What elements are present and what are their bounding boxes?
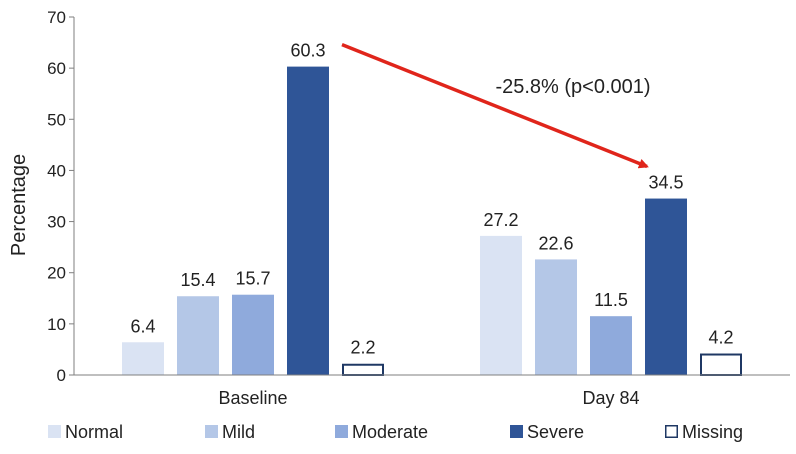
y-tick-label: 20 (47, 264, 66, 283)
y-tick-label: 40 (47, 161, 66, 180)
data-label: 27.2 (483, 210, 518, 230)
legend-label-mild: Mild (222, 422, 255, 442)
bar-severe-day-84 (645, 198, 687, 375)
bar-moderate-day-84 (590, 316, 632, 375)
data-label: 15.7 (235, 269, 270, 289)
data-label: 6.4 (130, 316, 155, 336)
data-label: 15.4 (180, 270, 215, 290)
bar-mild-day-84 (535, 259, 577, 375)
legend-label-normal: Normal (65, 422, 123, 442)
annotation: -25.8% (p<0.001) (341, 42, 651, 169)
data-label: 4.2 (708, 328, 733, 348)
y-axis-title: Percentage (8, 154, 30, 256)
y-axis: 0 10 20 30 40 50 60 70 (47, 8, 75, 385)
bar-missing-day-84 (700, 353, 742, 376)
data-label: 2.2 (350, 338, 375, 358)
y-tick-label: 10 (47, 315, 66, 334)
legend-label-severe: Severe (527, 422, 584, 442)
x-axis: Baseline Day 84 (74, 374, 790, 408)
trend-arrow (341, 42, 649, 169)
bar-mild-baseline (177, 296, 219, 375)
data-label: 22.6 (538, 233, 573, 253)
bar-moderate-baseline (232, 294, 274, 375)
legend-label-moderate: Moderate (352, 422, 428, 442)
legend-swatch-normal (48, 425, 61, 438)
data-label: 11.5 (594, 290, 628, 310)
legend: Normal Mild Moderate Severe Missing (48, 422, 743, 442)
x-tick-label: Day 84 (582, 388, 639, 408)
y-tick-label: 0 (57, 366, 66, 385)
y-tick-label: 50 (47, 110, 66, 129)
legend-swatch-severe (510, 425, 523, 438)
y-tick-label: 60 (47, 59, 66, 78)
y-tick-label: 30 (47, 213, 66, 232)
bar-severe-baseline (287, 66, 329, 375)
bar-normal-day-84 (480, 235, 522, 375)
legend-swatch-moderate (335, 425, 348, 438)
data-label: 60.3 (290, 41, 325, 61)
change-annotation: -25.8% (p<0.001) (495, 76, 650, 98)
legend-swatch-missing (665, 425, 678, 438)
x-tick-label: Baseline (218, 388, 287, 408)
y-tick-label: 70 (47, 8, 66, 27)
bar-normal-baseline (122, 342, 164, 375)
data-label: 34.5 (648, 173, 683, 193)
legend-label-missing: Missing (682, 422, 743, 442)
legend-swatch-mild (205, 425, 218, 438)
bar-missing-baseline (342, 363, 384, 376)
bars: 6.4 15.4 15.7 60.3 2.2 27.2 22.6 11.5 34.5 4.2 (122, 41, 742, 376)
